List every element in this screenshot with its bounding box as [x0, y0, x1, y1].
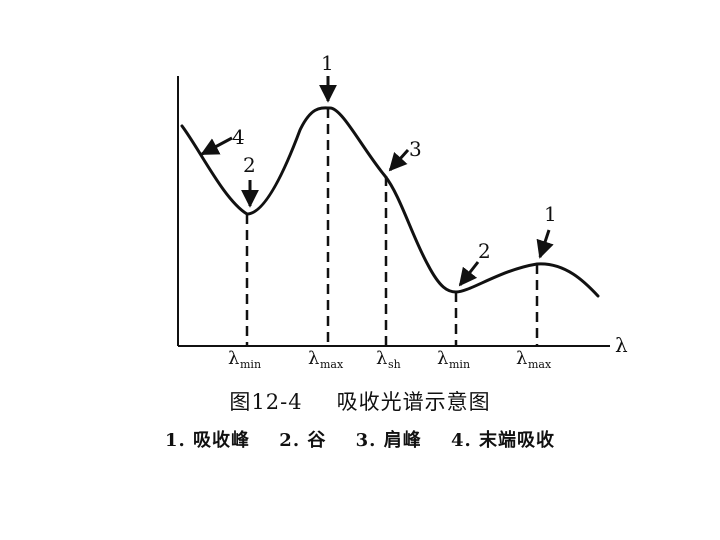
svg-text:min: min	[449, 358, 470, 371]
svg-text:1: 1	[321, 51, 334, 75]
svg-text:2: 2	[243, 153, 256, 177]
svg-text:1: 1	[544, 202, 557, 226]
svg-text:λ: λ	[376, 348, 387, 369]
svg-text:2: 2	[478, 239, 491, 263]
legend-item-shoulder: 3. 肩峰	[355, 430, 422, 451]
marker-peak-1: 1	[319, 51, 337, 103]
svg-text:λ: λ	[228, 348, 239, 369]
legend-item-end-absorption: 4. 末端吸收	[450, 430, 556, 451]
marker-peak-2: 1	[536, 202, 557, 259]
tick-label-min-2: λ min	[437, 348, 470, 371]
svg-text:max: max	[528, 358, 552, 371]
figure-caption: 图12-4 吸收光谱示意图	[0, 386, 720, 416]
marker-valley-1: 2	[241, 153, 259, 208]
svg-text:min: min	[240, 358, 261, 371]
svg-text:4: 4	[232, 125, 245, 149]
svg-text:λ: λ	[437, 348, 448, 369]
marker-valley-2: 2	[458, 239, 491, 287]
tick-label-shoulder: λ sh	[376, 348, 401, 371]
spectrum-curve	[180, 106, 600, 298]
tick-label-min-1: λ min	[228, 348, 261, 371]
svg-text:sh: sh	[388, 358, 401, 371]
figure-number: 图12-4	[229, 390, 303, 414]
legend-item-valley: 2. 谷	[279, 430, 327, 451]
x-axis-label: λ	[615, 333, 628, 357]
svg-text:λ: λ	[308, 348, 319, 369]
figure-legend: 1. 吸收峰 2. 谷 3. 肩峰 4. 末端吸收	[0, 426, 720, 452]
marker-shoulder: 3	[388, 137, 422, 172]
marker-end-absorption: 4	[200, 125, 245, 156]
tick-label-max-2: λ max	[516, 348, 552, 371]
legend-item-peak: 1. 吸收峰	[164, 430, 251, 451]
svg-text:3: 3	[409, 137, 422, 161]
tick-label-max-1: λ max	[308, 348, 344, 371]
svg-text:λ: λ	[516, 348, 527, 369]
svg-text:max: max	[320, 358, 344, 371]
figure-title: 吸收光谱示意图	[336, 390, 491, 414]
